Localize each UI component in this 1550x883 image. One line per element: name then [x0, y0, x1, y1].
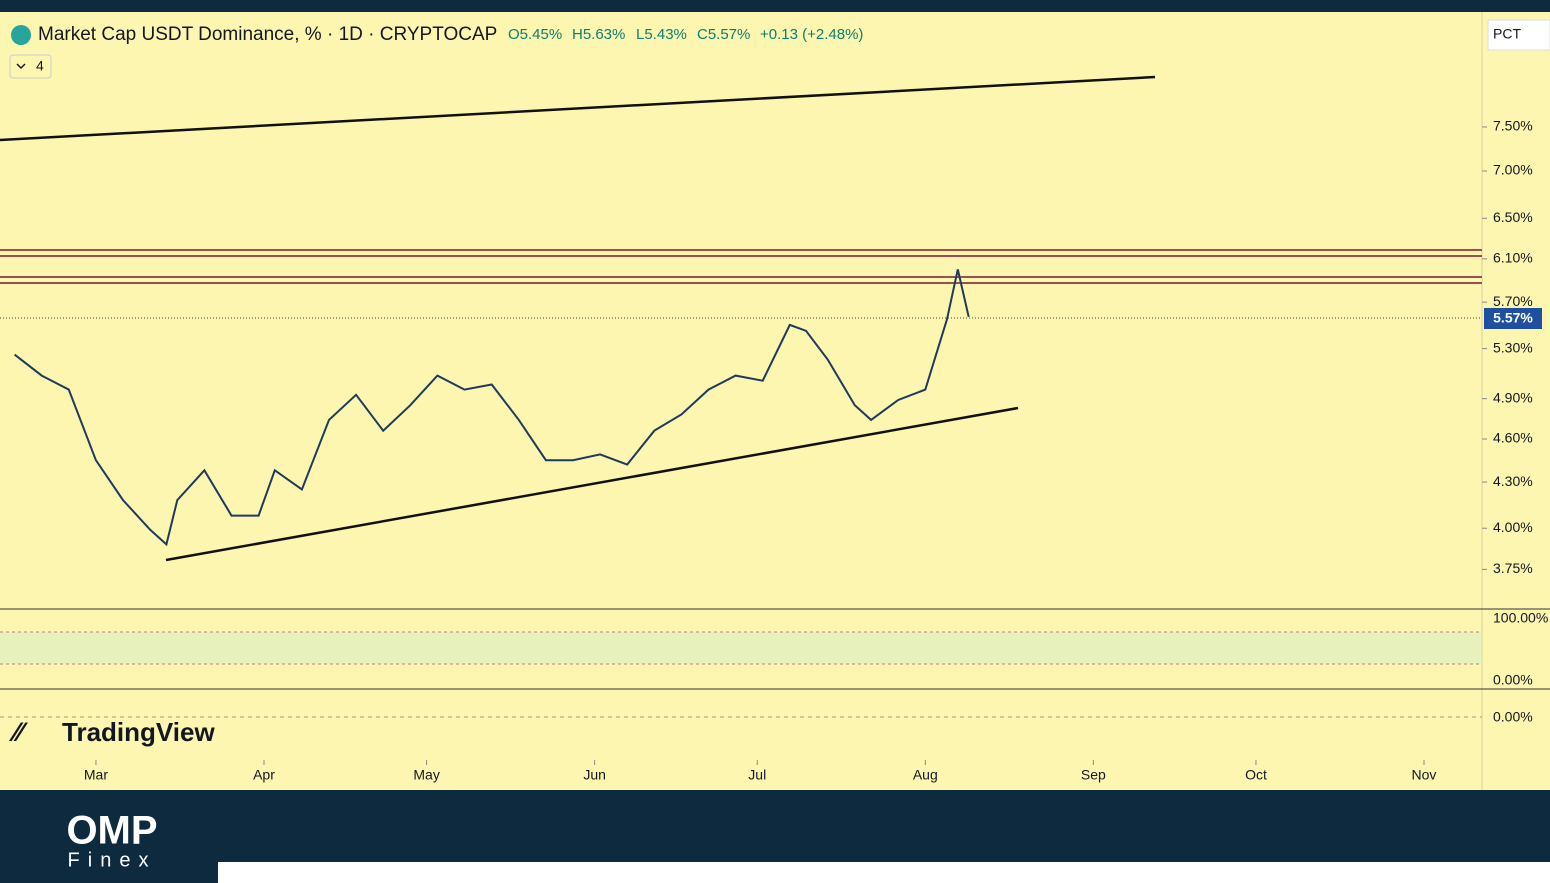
- x-tick-label: Aug: [913, 767, 938, 783]
- y-tick-label: 7.00%: [1493, 162, 1533, 178]
- ohlc-open: O5.45%: [508, 26, 562, 43]
- pane-tick: 0.00%: [1493, 672, 1533, 688]
- last-price-box: [1484, 308, 1542, 329]
- x-tick-label: Sep: [1081, 767, 1106, 783]
- footer-strip: [218, 862, 1550, 883]
- symbol-icon: [11, 25, 31, 45]
- y-tick-label: 4.90%: [1493, 389, 1533, 405]
- y-tick-label: 4.30%: [1493, 473, 1533, 489]
- indicator-count: 4: [36, 58, 44, 74]
- stoch-band: [0, 632, 1482, 664]
- brand-name: OMP: [66, 809, 157, 853]
- ohlc-high: H5.63%: [572, 26, 625, 43]
- x-tick-label: May: [413, 767, 439, 783]
- x-tick-label: Nov: [1412, 767, 1437, 783]
- ohlc-change: +0.13 (+2.48%): [760, 26, 863, 43]
- brand-sub: Finex: [68, 849, 157, 871]
- scale-button[interactable]: [1487, 19, 1550, 51]
- y-tick-label: 4.00%: [1493, 519, 1533, 535]
- ohlc-low: L5.43%: [636, 26, 687, 43]
- symbol-title: Market Cap USDT Dominance, % · 1D · CRYP…: [38, 24, 497, 45]
- trendline: [165, 406, 1019, 562]
- y-tick-label: 4.60%: [1493, 430, 1533, 446]
- y-tick-label: 6.50%: [1493, 209, 1533, 225]
- x-tick-label: Jun: [583, 767, 606, 783]
- x-tick-label: Apr: [253, 767, 275, 783]
- top-band: [0, 0, 1550, 12]
- price-line: [13, 269, 970, 547]
- chart-bg: [0, 12, 1550, 790]
- pane-tick: 100.00%: [1493, 610, 1548, 626]
- y-tick-label: 6.10%: [1493, 250, 1533, 266]
- x-tick-label: Mar: [84, 767, 108, 783]
- chevron: [16, 63, 26, 70]
- x-tick-label: Jul: [748, 767, 766, 783]
- scale-mode: PCT: [1493, 26, 1521, 42]
- y-tick-label: 3.75%: [1493, 560, 1533, 576]
- watermark: TradingView: [62, 717, 215, 747]
- x-tick-label: Oct: [1245, 767, 1267, 783]
- ohlc-close: C5.57%: [697, 26, 750, 43]
- y-tick-label: 5.30%: [1493, 339, 1533, 355]
- y-tick-label: 7.50%: [1493, 118, 1533, 134]
- trendline: [0, 75, 1156, 142]
- indicator-toggle[interactable]: [9, 54, 52, 79]
- last-price-label: 5.57%: [1493, 310, 1533, 326]
- pane-tick: 0.00%: [1493, 709, 1533, 725]
- y-tick-label: 5.70%: [1493, 293, 1533, 309]
